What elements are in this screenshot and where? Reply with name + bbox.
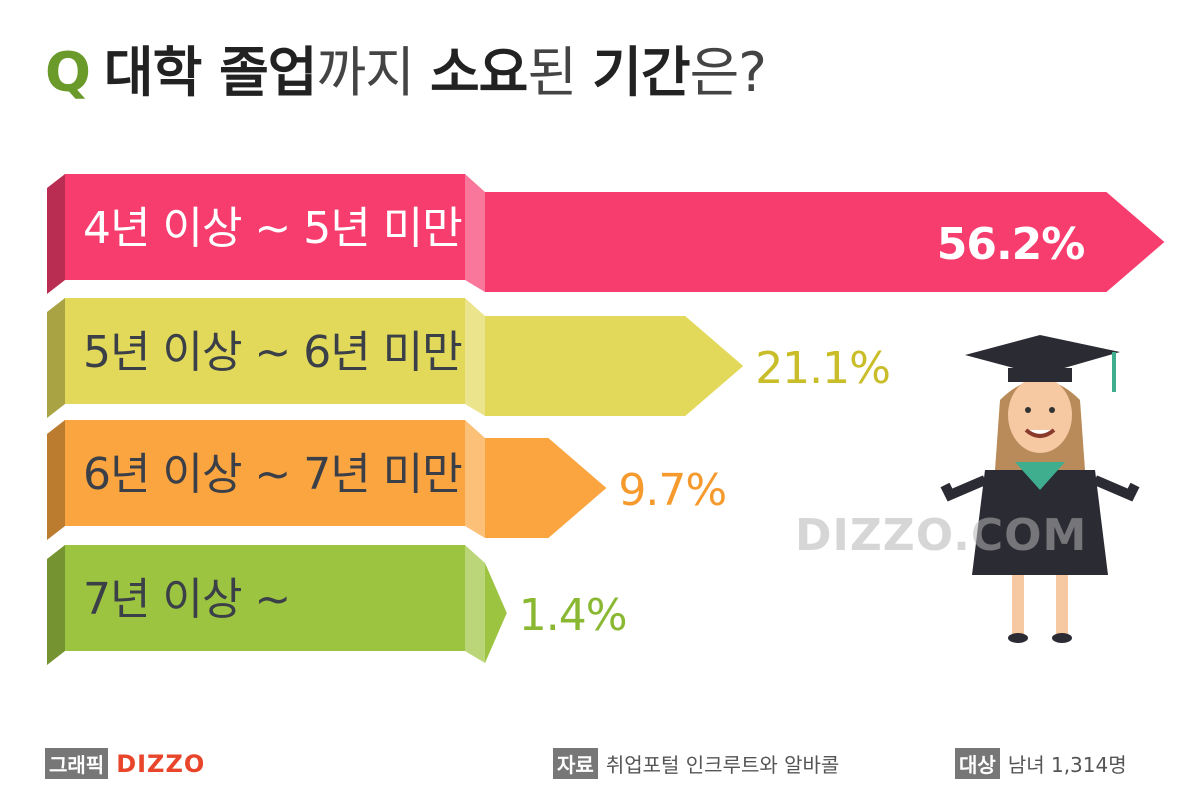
eye bbox=[1025, 407, 1031, 413]
value-label: 56.2% bbox=[937, 219, 1085, 270]
bar-edge bbox=[47, 298, 65, 418]
category-box bbox=[65, 298, 465, 404]
gown bbox=[972, 470, 1108, 575]
sample-text: 남녀 1,314명 bbox=[1007, 753, 1127, 777]
left-arm bbox=[940, 475, 987, 502]
category-label: 4년 이상 ~ 5년 미만 bbox=[83, 203, 462, 254]
right-arm bbox=[1093, 475, 1140, 502]
category-box bbox=[65, 420, 465, 526]
watermark: DIZZO.COM bbox=[795, 510, 1088, 561]
bar-connector bbox=[465, 298, 485, 416]
mortarboard bbox=[965, 335, 1120, 375]
sample-tag: 대상 bbox=[955, 748, 1000, 779]
title-part: 소요 bbox=[429, 41, 528, 104]
title-part: 은? bbox=[689, 41, 767, 104]
bar bbox=[485, 563, 507, 663]
category-box bbox=[65, 545, 465, 651]
shoe bbox=[1052, 633, 1072, 643]
value-label: 1.4% bbox=[519, 590, 627, 641]
bar-edge bbox=[47, 174, 65, 294]
source-tag: 자료 bbox=[553, 748, 598, 779]
bar bbox=[485, 192, 1165, 292]
eye bbox=[1049, 407, 1055, 413]
credit: 그래픽 DIZZO bbox=[45, 748, 205, 779]
leg bbox=[1056, 575, 1068, 635]
value-label: 9.7% bbox=[618, 465, 726, 516]
bar bbox=[485, 438, 607, 538]
category-label: 7년 이상 ~ bbox=[83, 574, 290, 625]
category-label: 5년 이상 ~ 6년 미만 bbox=[83, 327, 462, 378]
shoe bbox=[1008, 633, 1028, 643]
brand-logo: DIZZO bbox=[116, 749, 206, 778]
question-mark-q: Q bbox=[45, 41, 91, 104]
bar-connector bbox=[465, 545, 485, 663]
source: 자료 취업포털 인크루트와 알바콜 bbox=[553, 748, 839, 779]
chart-title: Q 대학 졸업까지 소요된 기간은? bbox=[45, 28, 767, 107]
category-label: 6년 이상 ~ 7년 미만 bbox=[83, 449, 462, 500]
bar bbox=[485, 316, 744, 416]
credit-tag: 그래픽 bbox=[45, 748, 109, 779]
face bbox=[1008, 377, 1072, 453]
value-label: 21.1% bbox=[755, 343, 890, 394]
title-part: 대학 졸업 bbox=[103, 41, 318, 104]
title-part: 까지 bbox=[316, 41, 430, 104]
sample: 대상 남녀 1,314명 bbox=[955, 748, 1127, 779]
bar-connector bbox=[465, 420, 485, 538]
bar-edge bbox=[47, 420, 65, 540]
cap-band bbox=[1008, 368, 1072, 382]
bar-connector bbox=[465, 174, 485, 292]
source-text: 취업포털 인크루트와 알바콜 bbox=[605, 753, 840, 777]
title-part: 기간 bbox=[592, 41, 690, 104]
leg bbox=[1012, 575, 1024, 635]
title-part: 된 bbox=[527, 41, 593, 104]
smile bbox=[1024, 428, 1056, 438]
bar-edge bbox=[47, 545, 65, 665]
tassel bbox=[1112, 352, 1116, 392]
gown-collar bbox=[1015, 462, 1065, 490]
category-box bbox=[65, 174, 465, 280]
